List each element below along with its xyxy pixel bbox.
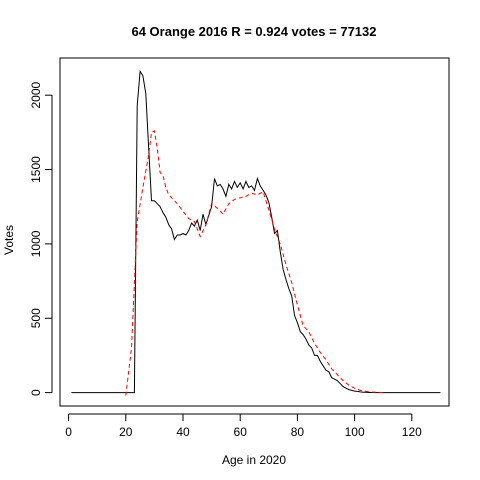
y-tick-label: 1500 <box>29 156 43 183</box>
x-axis-label: Age in 2020 <box>222 453 286 467</box>
modeled-votes-line <box>125 130 384 396</box>
x-tick-label: 40 <box>176 425 190 439</box>
chart-title: 64 Orange 2016 R = 0.924 votes = 77132 <box>131 24 376 39</box>
x-tick-label: 0 <box>65 425 72 439</box>
y-axis: 0 500 1000 1500 2000 <box>29 82 53 396</box>
y-axis-label: Votes <box>2 225 16 255</box>
series-layer <box>71 69 441 396</box>
x-tick-label: 20 <box>119 425 133 439</box>
y-tick-label: 0 <box>29 389 43 396</box>
y-tick-label: 500 <box>29 308 43 328</box>
y-tick-label: 1000 <box>29 230 43 257</box>
x-tick-label: 120 <box>402 425 422 439</box>
plot-frame <box>59 57 450 407</box>
x-tick-label: 100 <box>345 425 365 439</box>
actual-votes-line <box>71 69 441 394</box>
x-tick-label: 60 <box>234 425 248 439</box>
x-axis: 0 20 40 60 80 100 120 <box>65 413 422 439</box>
y-tick-label: 2000 <box>29 82 43 109</box>
x-tick-label: 80 <box>291 425 305 439</box>
